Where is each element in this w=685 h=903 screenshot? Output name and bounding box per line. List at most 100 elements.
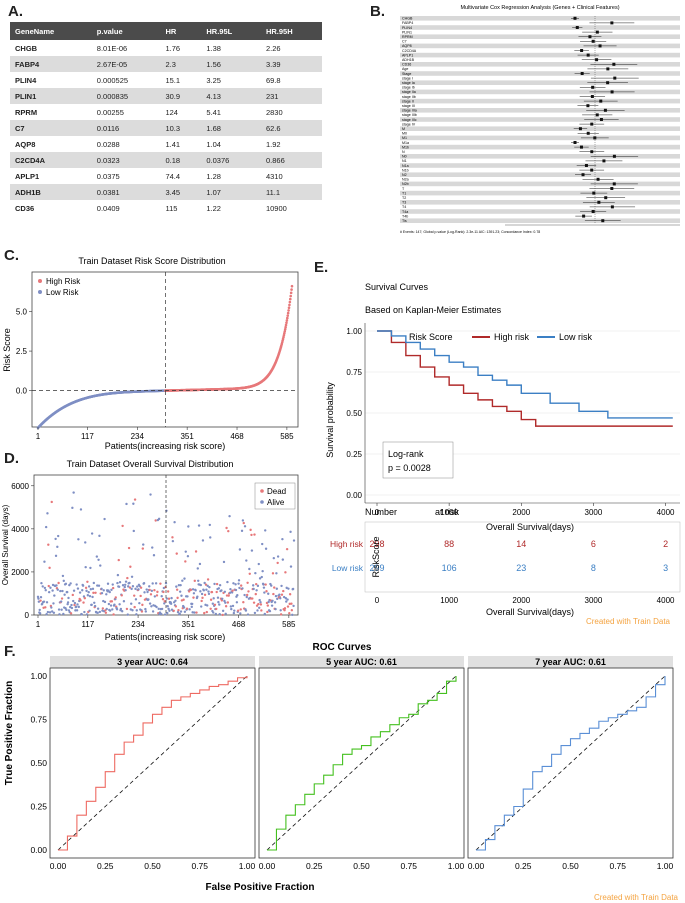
survival-point (276, 597, 279, 601)
survival-point (71, 506, 74, 510)
survival-point (248, 567, 251, 571)
forest-row-band (400, 154, 680, 159)
survival-point (50, 610, 54, 613)
survival-point (81, 584, 85, 587)
survival-point (166, 611, 169, 615)
x-tick-label: 0.25 (306, 861, 323, 871)
survival-point (173, 521, 176, 524)
survival-point (148, 588, 151, 592)
forest-point (604, 196, 608, 200)
survival-point (114, 596, 117, 599)
survival-point (226, 601, 230, 604)
survival-point (291, 613, 294, 617)
forest-point (584, 164, 588, 167)
survival-point (89, 566, 92, 570)
survival-point (97, 558, 100, 561)
survival-point (224, 605, 228, 608)
survival-point (218, 584, 222, 587)
survival-point (196, 567, 199, 570)
survival-point (107, 602, 111, 606)
survival-point (162, 590, 165, 594)
survival-point (172, 609, 175, 612)
survival-point (61, 574, 65, 578)
survival-point (54, 537, 57, 541)
survival-point (43, 560, 46, 563)
gene-name-cell: PLIN1 (10, 88, 92, 104)
survival-point (86, 594, 90, 597)
survival-point (178, 612, 181, 616)
table-cell: 1.76 (165, 43, 181, 53)
survival-point (51, 589, 54, 592)
survival-point (127, 546, 131, 550)
survival-point (281, 558, 285, 561)
forest-row-label: N0 (402, 155, 407, 159)
legend-box (254, 482, 296, 510)
survival-point (230, 607, 233, 611)
panel-label-d: D. (4, 450, 19, 467)
chart-title: Train Dataset Risk Score Distribution (78, 256, 225, 266)
x-tick-label: 1.00 (239, 861, 256, 871)
survival-point (184, 560, 187, 563)
survival-point (123, 585, 126, 589)
survival-point (216, 596, 220, 599)
survival-point (268, 609, 272, 613)
survival-point (280, 584, 283, 588)
survival-point (133, 498, 137, 501)
survival-point (69, 582, 72, 585)
table-cell: 4310 (265, 171, 283, 181)
table-cell: 124 (165, 107, 178, 117)
survival-point (45, 601, 49, 604)
survival-point (47, 590, 51, 594)
survival-point (197, 579, 200, 582)
forest-row-label: N1a (402, 164, 409, 168)
x-tick-label: 585 (280, 432, 294, 441)
risk-table-x-tick: 1000 (440, 596, 458, 605)
table-cell: 0.00255 (96, 107, 124, 117)
survival-point (56, 545, 59, 549)
survival-point (163, 613, 167, 616)
survival-point (89, 588, 93, 591)
table-cell: 2.26 (265, 43, 281, 53)
survival-point (217, 600, 220, 604)
survival-point (124, 589, 127, 592)
survival-point (70, 606, 74, 610)
survival-point (289, 530, 292, 534)
forest-point (612, 182, 616, 186)
survival-point (196, 595, 199, 598)
survival-point (132, 502, 135, 505)
x-tick-label: 0.25 (97, 861, 114, 871)
survival-point (200, 605, 203, 608)
survival-point (286, 605, 290, 608)
survival-point (117, 558, 120, 562)
survival-point (47, 543, 50, 546)
chart-title: ROC Curves (313, 642, 372, 653)
y-axis-label: Survival probability (325, 382, 335, 458)
forest-point (596, 177, 600, 181)
table-cell: 1.22 (206, 203, 221, 213)
survival-point (264, 547, 268, 550)
survival-point (56, 588, 59, 591)
risk-table-header-atrisk: at risk (435, 507, 460, 517)
survival-point (175, 552, 178, 555)
survival-point (117, 585, 121, 588)
survival-point (187, 525, 190, 528)
survival-point (178, 590, 182, 593)
survival-point (96, 607, 100, 610)
x-tick-label: 351 (180, 432, 194, 441)
x-tick-label: 1.00 (657, 861, 674, 871)
survival-point (284, 597, 288, 600)
survival-point (67, 596, 70, 600)
risk-table-value: 23 (516, 563, 526, 573)
survival-point (272, 556, 276, 560)
survival-point (40, 581, 43, 585)
forest-row-band (400, 89, 680, 95)
survival-point (267, 600, 270, 604)
risk-table-row-label: High risk (330, 539, 364, 549)
y-tick-label: 1.00 (30, 671, 47, 681)
table-cell: 1.38 (206, 43, 221, 53)
survival-point (236, 609, 240, 612)
survival-point (229, 605, 233, 608)
risk-table-x-tick: 3000 (585, 596, 603, 605)
table-cell: 0.0409 (96, 203, 120, 213)
survival-point (134, 587, 137, 591)
